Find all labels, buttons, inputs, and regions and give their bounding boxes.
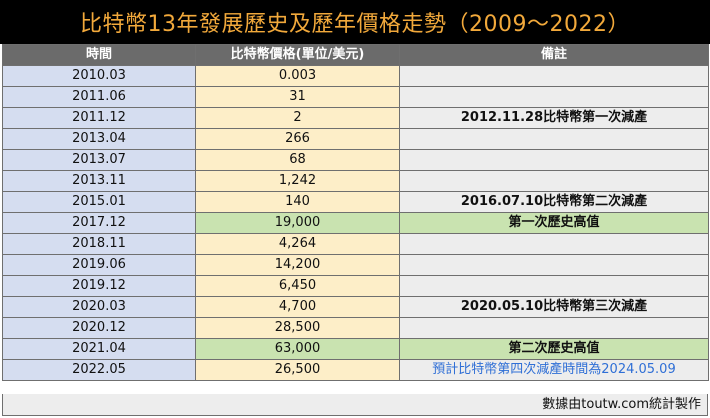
table-row: 2019.06 14,200 xyxy=(2,254,709,276)
date-cell: 2013.11 xyxy=(2,170,196,192)
table-row-highlight: 2017.12 19,000 第一次歷史高值 xyxy=(2,212,709,234)
price-cell: 14,200 xyxy=(195,254,400,276)
table-row: 2013.04 266 xyxy=(2,128,709,150)
table-row: 2020.12 28,500 xyxy=(2,317,709,339)
table-row: 2018.11 4,264 xyxy=(2,233,709,255)
date-cell: 2021.04 xyxy=(2,338,196,360)
price-cell: 1,242 xyxy=(195,170,400,192)
note-cell xyxy=(399,65,709,87)
date-cell: 2019.06 xyxy=(2,254,196,276)
date-cell: 2010.03 xyxy=(2,65,196,87)
price-cell: 266 xyxy=(195,128,400,150)
date-cell: 2018.11 xyxy=(2,233,196,255)
date-cell: 2011.06 xyxy=(2,86,196,108)
table-row: 2020.03 4,700 2020.05.10比特幣第三次減產 xyxy=(2,296,709,318)
price-cell: 4,700 xyxy=(195,296,400,318)
column-header-price: 比特幣價格(單位/美元) xyxy=(195,44,400,66)
price-cell: 28,500 xyxy=(195,317,400,339)
price-cell: 6,450 xyxy=(195,275,400,297)
note-cell: 2012.11.28比特幣第一次減產 xyxy=(399,107,709,129)
note-cell xyxy=(399,86,709,108)
note-cell xyxy=(399,317,709,339)
price-cell: 68 xyxy=(195,149,400,171)
column-header-note: 備註 xyxy=(399,44,709,66)
sheet-title: 比特幣13年發展歷史及歷年價格走勢（2009～2022） xyxy=(0,0,710,44)
note-cell xyxy=(399,254,709,276)
table-row: 2013.07 68 xyxy=(2,149,709,171)
price-cell: 4,264 xyxy=(195,233,400,255)
note-cell xyxy=(399,170,709,192)
table-row: 2010.03 0.003 xyxy=(2,65,709,87)
table-row-highlight: 2021.04 63,000 第二次歷史高值 xyxy=(2,338,709,360)
price-cell: 140 xyxy=(195,191,400,213)
note-cell xyxy=(399,149,709,171)
forecast-note-cell: 預計比特幣第四次減產時間為2024.05.09 xyxy=(399,359,709,381)
date-cell: 2020.12 xyxy=(2,317,196,339)
date-cell: 2017.12 xyxy=(2,212,196,234)
note-cell xyxy=(399,233,709,255)
note-cell xyxy=(399,275,709,297)
table-row: 2013.11 1,242 xyxy=(2,170,709,192)
date-cell: 2019.12 xyxy=(2,275,196,297)
table-row: 2015.01 140 2016.07.10比特幣第二次減產 xyxy=(2,191,709,213)
price-cell: 2 xyxy=(195,107,400,129)
source-credit: 數據由toutw.com統計製作 xyxy=(2,394,708,416)
table-row: 2011.06 31 xyxy=(2,86,709,108)
price-cell: 19,000 xyxy=(195,212,400,234)
date-cell: 2015.01 xyxy=(2,191,196,213)
price-cell: 63,000 xyxy=(195,338,400,360)
price-cell: 31 xyxy=(195,86,400,108)
price-cell: 0.003 xyxy=(195,65,400,87)
column-header-date: 時間 xyxy=(2,44,196,66)
date-cell: 2013.07 xyxy=(2,149,196,171)
date-cell: 2022.05 xyxy=(2,359,196,381)
table-row: 2022.05 26,500 預計比特幣第四次減產時間為2024.05.09 xyxy=(2,359,709,381)
table-row: 2011.12 2 2012.11.28比特幣第一次減產 xyxy=(2,107,709,129)
price-cell: 26,500 xyxy=(195,359,400,381)
note-cell: 2016.07.10比特幣第二次減產 xyxy=(399,191,709,213)
note-cell: 第一次歷史高值 xyxy=(399,212,709,234)
price-history-table: 時間 比特幣價格(單位/美元) 備註 2010.03 0.003 2011.06… xyxy=(2,44,709,381)
note-cell xyxy=(399,128,709,150)
table-row: 2019.12 6,450 xyxy=(2,275,709,297)
date-cell: 2020.03 xyxy=(2,296,196,318)
note-cell: 2020.05.10比特幣第三次減產 xyxy=(399,296,709,318)
date-cell: 2013.04 xyxy=(2,128,196,150)
date-cell: 2011.12 xyxy=(2,107,196,129)
header-row: 時間 比特幣價格(單位/美元) 備註 xyxy=(2,44,709,66)
note-cell: 第二次歷史高值 xyxy=(399,338,709,360)
